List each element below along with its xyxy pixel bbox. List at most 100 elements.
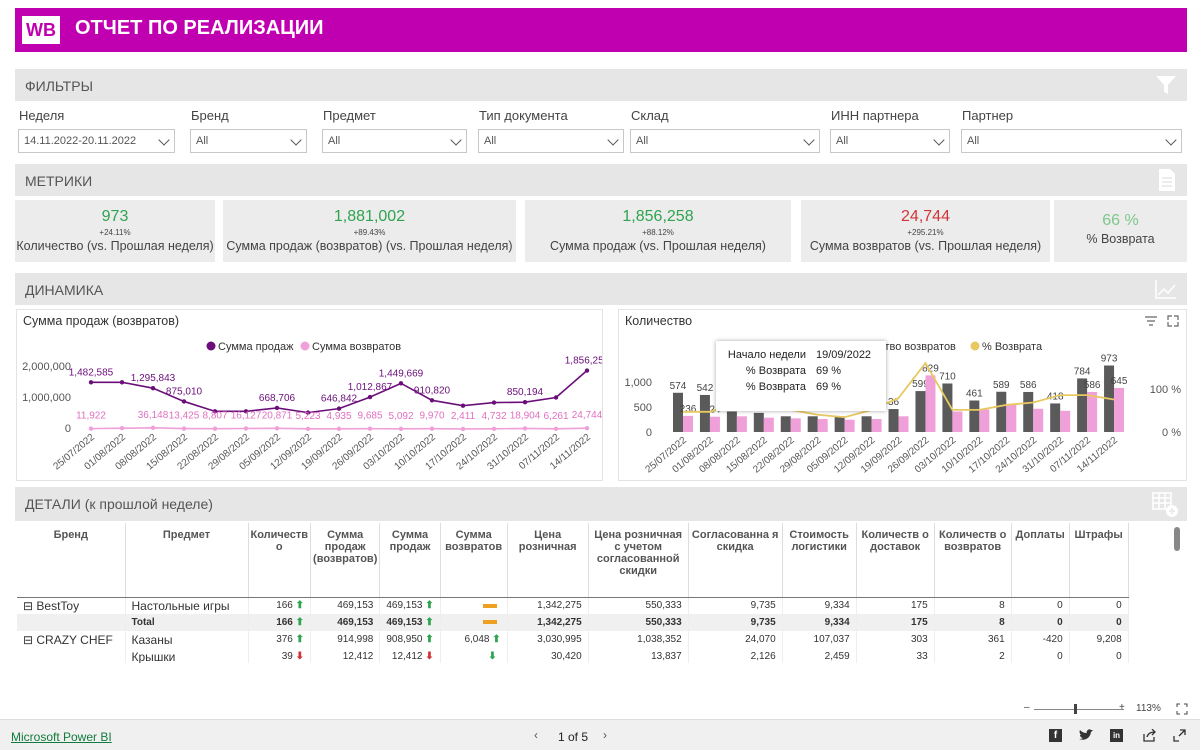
bar[interactable] bbox=[1114, 387, 1125, 432]
bar[interactable] bbox=[898, 416, 909, 432]
zoom-slider[interactable] bbox=[1034, 709, 1124, 710]
bar[interactable] bbox=[1077, 378, 1088, 432]
data-point[interactable] bbox=[367, 426, 373, 431]
data-point[interactable] bbox=[522, 426, 528, 431]
data-point[interactable] bbox=[243, 426, 249, 431]
bar[interactable] bbox=[753, 412, 764, 432]
filter-dropdown[interactable]: All bbox=[478, 129, 624, 153]
filter-dropdown[interactable]: All bbox=[322, 129, 467, 153]
column-header[interactable]: Количеств о доставок bbox=[856, 523, 935, 598]
data-point[interactable] bbox=[181, 399, 187, 404]
column-header[interactable]: Цена розничная с учетом согласованной ск… bbox=[588, 523, 689, 598]
table-add-icon[interactable] bbox=[1151, 490, 1179, 518]
next-page-button[interactable]: › bbox=[603, 728, 607, 742]
column-header[interactable]: Количеств о bbox=[248, 523, 312, 598]
data-point[interactable] bbox=[367, 394, 373, 400]
data-point[interactable] bbox=[522, 400, 528, 405]
facebook-icon[interactable]: f bbox=[1049, 729, 1062, 742]
bar[interactable] bbox=[871, 419, 882, 432]
data-point[interactable] bbox=[460, 426, 466, 432]
linkedin-icon[interactable]: in bbox=[1110, 729, 1123, 742]
data-point[interactable] bbox=[336, 406, 342, 411]
bar[interactable] bbox=[925, 375, 936, 432]
data-point[interactable] bbox=[274, 405, 280, 411]
bar[interactable] bbox=[726, 411, 737, 433]
bar[interactable] bbox=[969, 400, 980, 432]
twitter-icon[interactable] bbox=[1079, 729, 1093, 741]
data-point[interactable] bbox=[119, 426, 125, 431]
bar[interactable] bbox=[1023, 391, 1034, 432]
share-icon[interactable] bbox=[1143, 729, 1156, 742]
zoom-in-button[interactable]: + bbox=[1119, 702, 1125, 713]
data-point[interactable] bbox=[429, 426, 435, 431]
chart-sales-panel[interactable]: Сумма продаж (возвратов) 2,000,000 1,000,… bbox=[16, 309, 610, 481]
data-point[interactable] bbox=[491, 400, 497, 405]
data-point[interactable] bbox=[305, 426, 311, 432]
bar[interactable] bbox=[844, 419, 855, 432]
powerbi-link[interactable]: Microsoft Power BI bbox=[11, 730, 112, 744]
bar[interactable] bbox=[780, 416, 791, 432]
bar[interactable] bbox=[1060, 410, 1071, 432]
bar[interactable] bbox=[1006, 404, 1017, 432]
bar[interactable] bbox=[834, 416, 845, 432]
bar[interactable] bbox=[763, 417, 774, 432]
column-header[interactable]: Стоимость логистики bbox=[782, 523, 857, 598]
data-point[interactable] bbox=[398, 381, 404, 386]
filter-icon[interactable] bbox=[1153, 73, 1179, 97]
data-point[interactable] bbox=[429, 398, 435, 403]
column-header[interactable]: Цена розничная bbox=[507, 523, 589, 598]
data-point[interactable] bbox=[150, 425, 156, 431]
bar[interactable] bbox=[952, 411, 963, 433]
data-point[interactable] bbox=[553, 395, 559, 400]
column-header[interactable]: Сумма возвратов bbox=[440, 523, 508, 598]
bar[interactable] bbox=[736, 416, 747, 432]
column-header[interactable]: Сумма продаж bbox=[379, 523, 441, 598]
data-point[interactable] bbox=[584, 426, 590, 431]
bar[interactable] bbox=[915, 391, 926, 432]
focus-mode-icon[interactable] bbox=[1167, 315, 1179, 327]
filter-dropdown[interactable]: All bbox=[830, 129, 950, 153]
data-point[interactable] bbox=[305, 410, 311, 415]
data-point[interactable] bbox=[553, 426, 559, 432]
column-header[interactable]: Бренд bbox=[17, 523, 126, 598]
expand-icon[interactable] bbox=[1173, 729, 1186, 742]
prev-page-button[interactable]: ‹ bbox=[534, 728, 538, 742]
data-point[interactable] bbox=[243, 409, 249, 414]
column-header[interactable]: Сумма продаж (возвратов) bbox=[310, 523, 381, 598]
column-header[interactable]: Количеств о возвратов bbox=[934, 523, 1012, 598]
details-table-wrap[interactable]: Бренд Предмет Количеств о Сумма продаж (воз… bbox=[17, 523, 1187, 663]
data-point[interactable] bbox=[212, 409, 218, 414]
bar[interactable] bbox=[1033, 408, 1044, 432]
column-header[interactable]: Доплаты bbox=[1011, 523, 1070, 598]
data-point[interactable] bbox=[212, 426, 218, 431]
filter-dropdown[interactable]: All bbox=[630, 129, 820, 153]
data-point[interactable] bbox=[119, 380, 125, 385]
data-point[interactable] bbox=[491, 426, 497, 432]
line-chart-icon[interactable] bbox=[1153, 277, 1179, 301]
bar[interactable] bbox=[709, 416, 720, 432]
table-row[interactable]: ⊟ BestToy Настольные игры 166 ⬆ 469,153 469,… bbox=[17, 597, 1129, 614]
table-row[interactable]: ⊟ CRAZY CHEF Казаны 376 ⬆ 914,998 908,950 ⬆ 6… bbox=[17, 631, 1129, 648]
column-header[interactable]: Штрафы bbox=[1069, 523, 1129, 598]
bar[interactable] bbox=[996, 391, 1007, 432]
data-point[interactable] bbox=[584, 368, 590, 373]
filter-lines-icon[interactable] bbox=[1145, 316, 1157, 326]
bar[interactable] bbox=[673, 392, 683, 432]
table-scrollbar[interactable] bbox=[1174, 527, 1180, 551]
total-row[interactable]: Total 166 ⬆ 469,153 469,153 ⬆ 1,342,275 550,3… bbox=[17, 614, 1129, 631]
table-row[interactable]: Крышки 39 ⬇ 12,412 12,412 ⬇ ⬇ 30,420 13,837 2,… bbox=[17, 648, 1129, 663]
data-point[interactable] bbox=[181, 426, 187, 431]
zoom-slider-thumb[interactable] bbox=[1074, 704, 1077, 714]
data-point[interactable] bbox=[398, 426, 404, 432]
chart-qty-panel[interactable]: Количество 1,000 500 0 100 % 0 % ство возврат… bbox=[618, 309, 1187, 481]
fullscreen-icon[interactable] bbox=[1176, 703, 1188, 715]
bar[interactable] bbox=[807, 416, 818, 432]
column-header[interactable]: Предмет bbox=[125, 523, 249, 598]
bar[interactable] bbox=[1050, 403, 1061, 432]
bar[interactable] bbox=[979, 409, 990, 432]
bar[interactable] bbox=[888, 409, 899, 432]
data-point[interactable] bbox=[88, 426, 94, 431]
filter-dropdown[interactable]: All bbox=[190, 129, 307, 153]
bar[interactable] bbox=[790, 418, 801, 432]
bar[interactable] bbox=[817, 419, 828, 432]
